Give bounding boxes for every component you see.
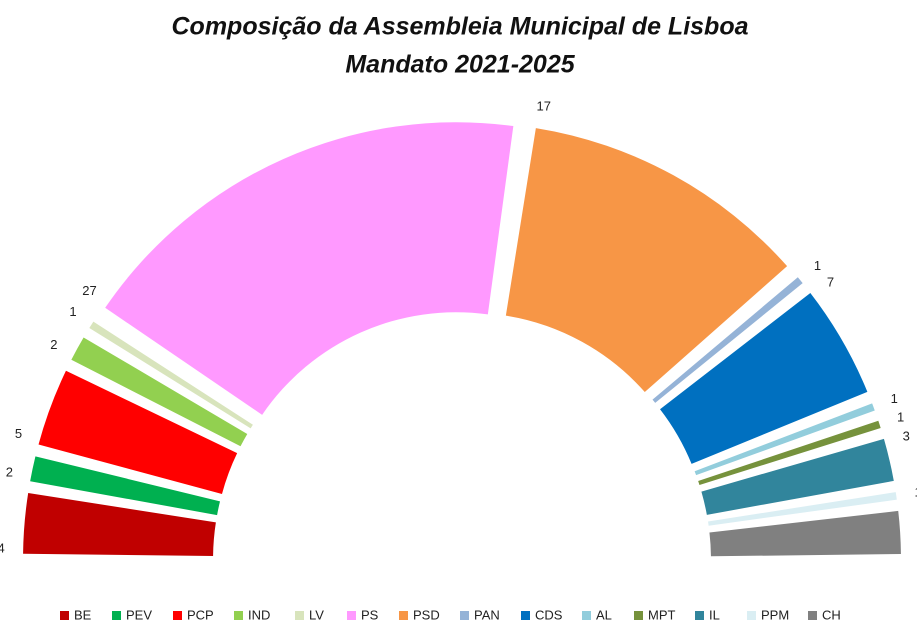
legend-label: LV (309, 607, 324, 622)
legend-swatch (695, 611, 704, 620)
data-label: 27 (82, 283, 96, 298)
data-label: 2 (50, 337, 57, 352)
legend-label: PCP (187, 607, 214, 622)
legend-label: BE (74, 607, 92, 622)
data-label: 1 (897, 409, 904, 424)
legend-label: PS (361, 607, 379, 622)
slice (105, 122, 514, 415)
data-label: 2 (6, 464, 13, 479)
legend-swatch (347, 611, 356, 620)
legend-swatch (808, 611, 817, 620)
slice (30, 456, 221, 516)
legend-label: MPT (648, 607, 676, 622)
slice (505, 128, 788, 393)
legend-label: PEV (126, 607, 152, 622)
legend-label: CH (822, 607, 841, 622)
legend-label: PPM (761, 607, 789, 622)
data-label: 4 (0, 540, 5, 555)
slice (709, 510, 901, 557)
legend-label: AL (596, 607, 612, 622)
slice (701, 438, 894, 515)
legend-swatch (521, 611, 530, 620)
legend-swatch (234, 611, 243, 620)
slice (708, 492, 897, 526)
legend-swatch (747, 611, 756, 620)
slice (71, 337, 248, 447)
data-label: 7 (827, 275, 834, 290)
legend-swatch (399, 611, 408, 620)
legend-swatch (112, 611, 121, 620)
data-label: 1 (891, 391, 898, 406)
slice (23, 492, 216, 557)
slice (694, 403, 875, 476)
slice (660, 293, 868, 464)
legend-swatch (582, 611, 591, 620)
legend-label: PAN (474, 607, 500, 622)
chart-subtitle: Mandato 2021-2025 (345, 51, 575, 79)
data-label: 5 (15, 426, 22, 441)
data-label: 3 (903, 428, 910, 443)
data-label: 1 (915, 485, 917, 500)
data-label: 1 (814, 258, 821, 273)
slice (652, 277, 803, 403)
legend-swatch (173, 611, 182, 620)
legend-label: IL (709, 607, 720, 622)
legend-swatch (634, 611, 643, 620)
legend-swatch (460, 611, 469, 620)
slice (38, 370, 238, 494)
slice (698, 420, 881, 486)
legend-label: CDS (535, 607, 563, 622)
legend-label: PSD (413, 607, 440, 622)
chart-title: Composição da Assembleia Municipal de Li… (172, 13, 749, 41)
legend-label: IND (248, 607, 270, 622)
data-label: 1 (69, 304, 76, 319)
slice (89, 321, 253, 429)
legend-swatch (295, 611, 304, 620)
data-label: 17 (537, 99, 551, 114)
legend-swatch (60, 611, 69, 620)
